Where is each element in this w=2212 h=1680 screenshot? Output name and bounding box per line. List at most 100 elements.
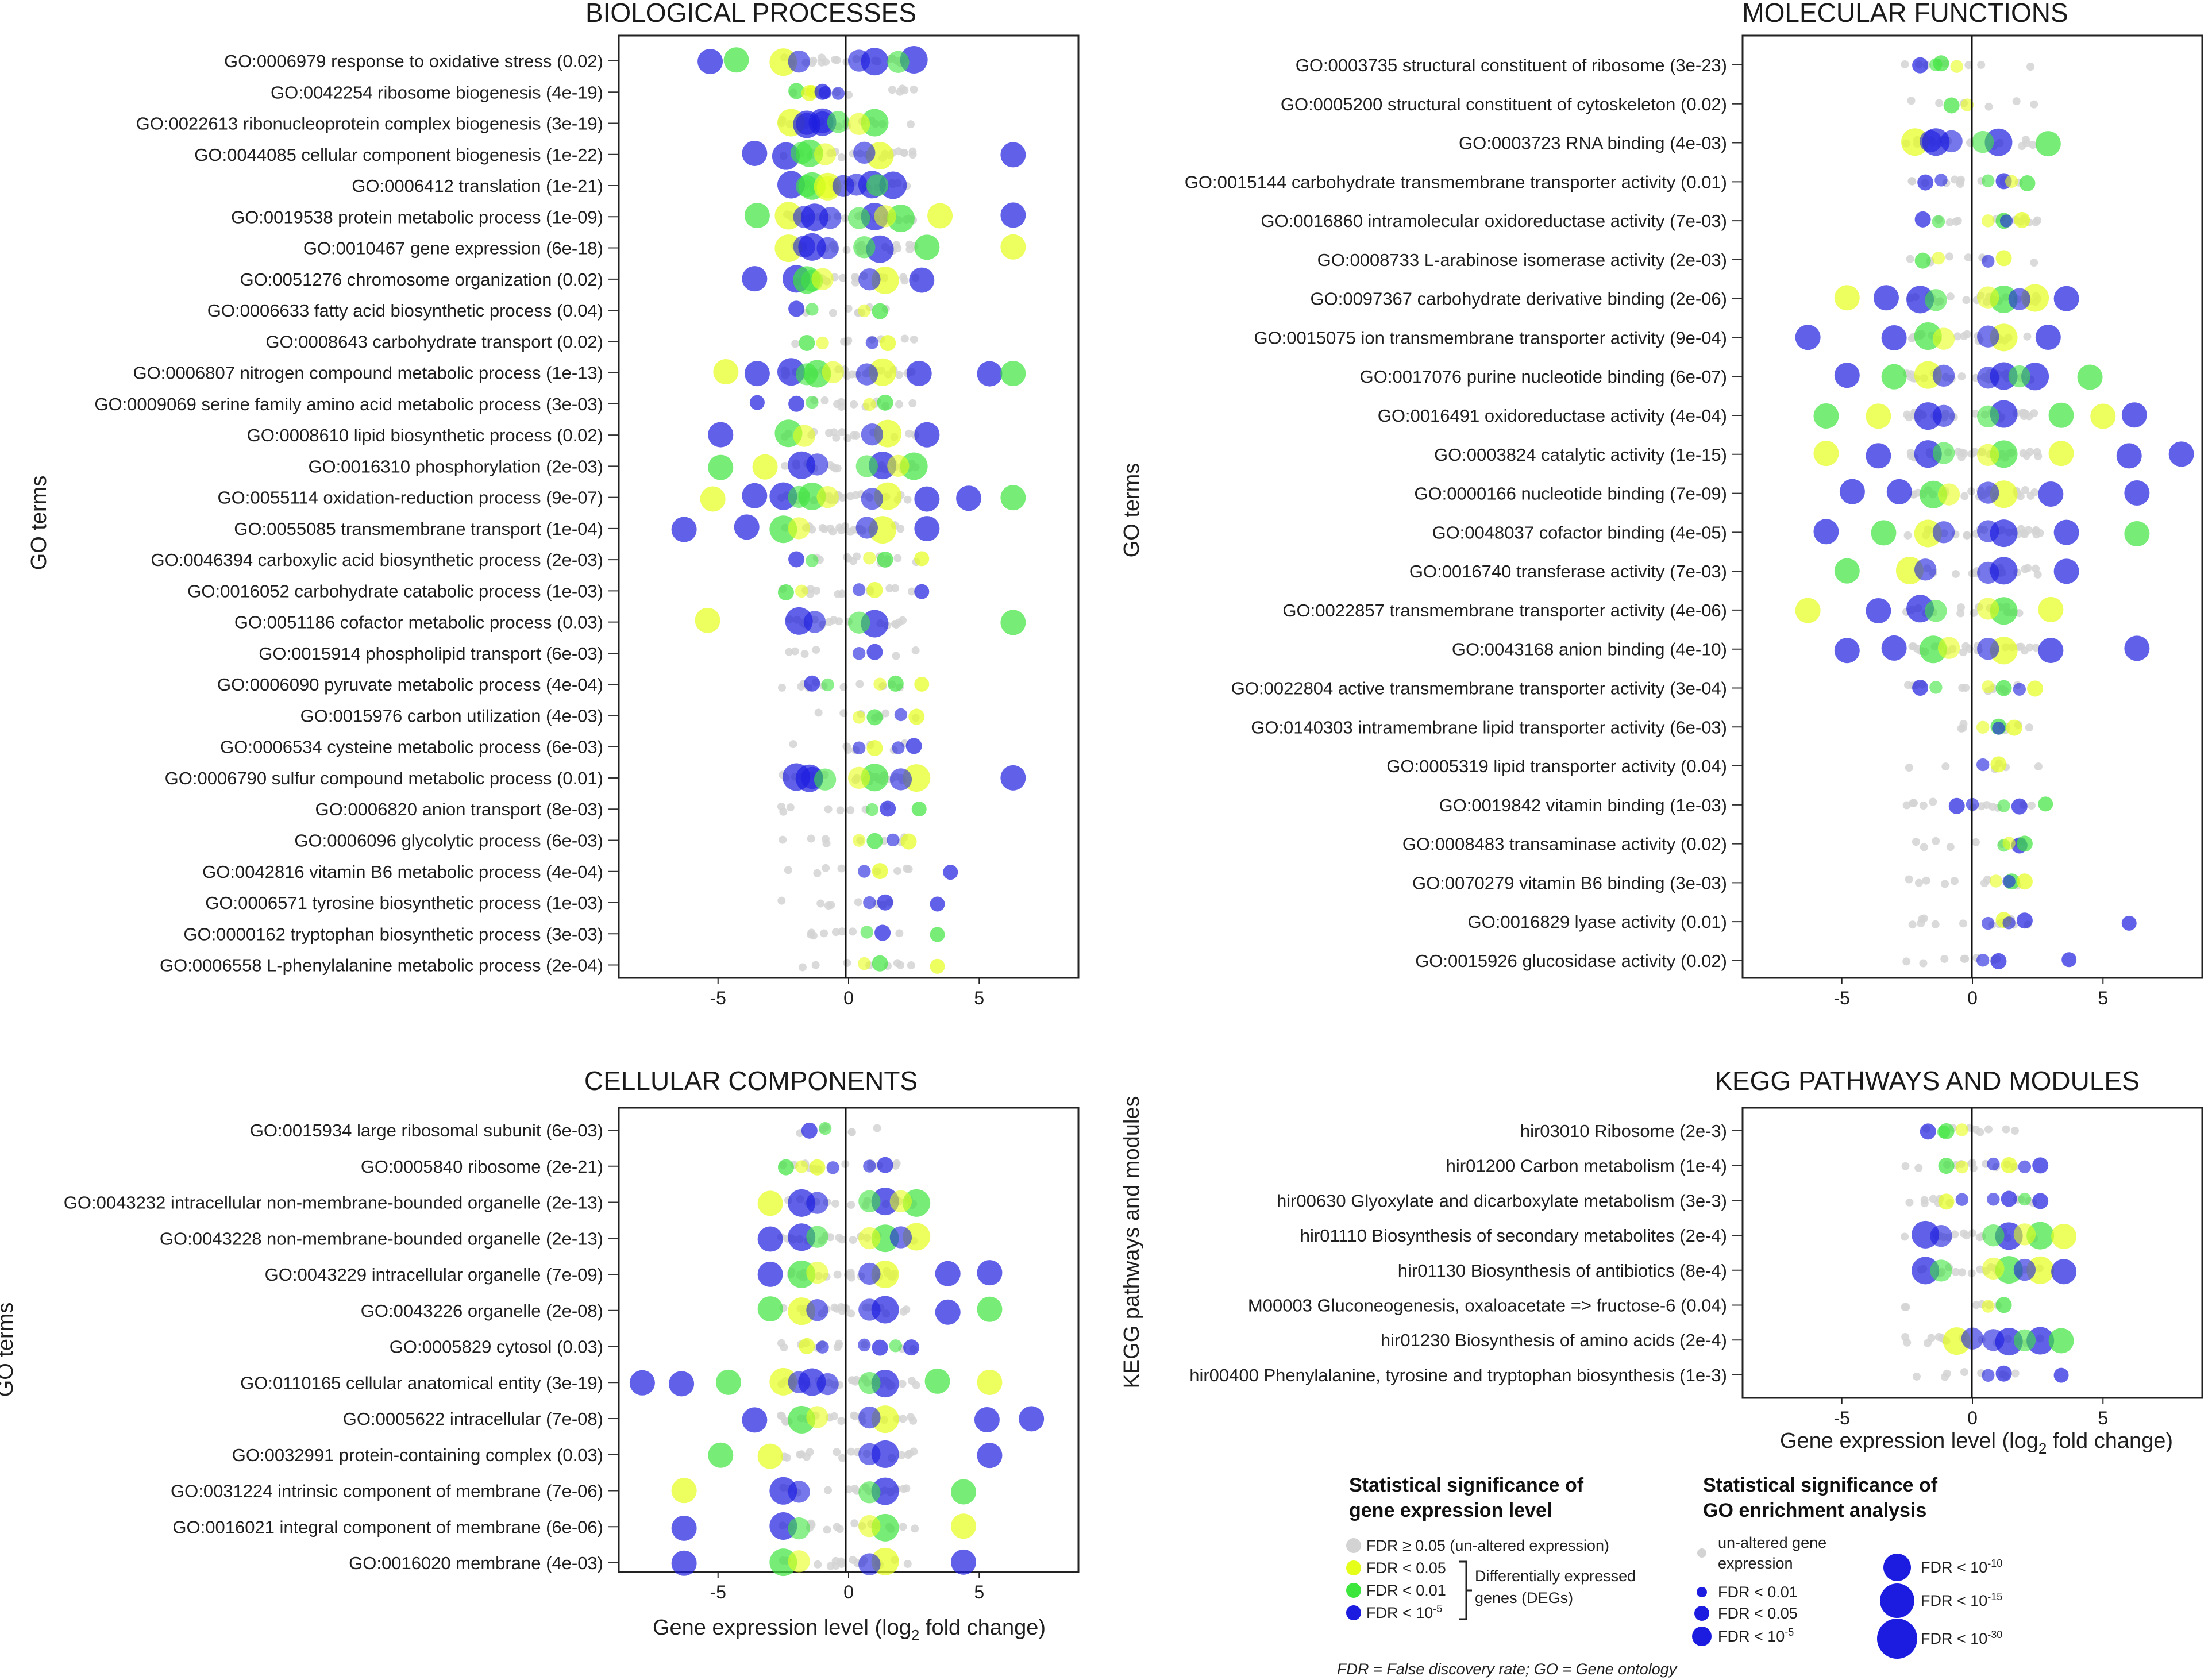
kegg-dot-unaltered — [1901, 1162, 1910, 1170]
cc-dot-deg — [871, 1188, 899, 1216]
cc-dot-unaltered — [797, 1450, 806, 1459]
mf-dot-deg — [2053, 286, 2079, 311]
mf-dot-unaltered — [1964, 253, 1972, 262]
mf-dot-deg — [1982, 174, 1995, 187]
bp-x-tick-label: -5 — [710, 988, 726, 1008]
cc-dot-deg — [757, 1261, 783, 1287]
mf-dots — [1795, 55, 2194, 969]
bp-dot-unaltered — [834, 589, 842, 598]
bp-term-label: GO:0016052 carbohydrate catabolic proces… — [187, 581, 603, 601]
bp-dot-deg — [700, 486, 726, 512]
bp-dot-deg — [909, 267, 935, 293]
mf-dot-unaltered — [1917, 919, 1925, 927]
cc-term-label: GO:0005622 intracellular (7e-08) — [343, 1409, 603, 1429]
mf-dot-unaltered — [1905, 875, 1913, 884]
mf-dot-deg — [1919, 480, 1947, 508]
cc-term-label: GO:0043232 intracellular non-membrane-bo… — [64, 1193, 603, 1213]
kegg-dot-deg — [2013, 1329, 2036, 1351]
mf-dot-deg — [1839, 479, 1865, 504]
kegg-dot-unaltered — [1972, 1125, 1980, 1134]
mf-dot-deg — [2016, 835, 2033, 852]
bp-dot-deg — [847, 611, 870, 634]
mf-dot-unaltered — [1988, 803, 1997, 811]
kegg-dot-deg — [1982, 1329, 2005, 1351]
mf-term-label: GO:0005319 lipid transporter activity (0… — [1386, 756, 1727, 776]
mf-dot-unaltered — [1959, 724, 1967, 733]
bp-dot-deg — [697, 49, 723, 75]
mf-dot-deg — [2014, 211, 2030, 228]
bp-dot-deg — [866, 581, 883, 598]
cc-term-labels: GO:0015934 large ribosomal subunit (6e-0… — [64, 1120, 619, 1573]
mf-term-label: GO:0022857 transmembrane transporter act… — [1282, 600, 1727, 621]
kegg-dot-unaltered — [1923, 1339, 1932, 1347]
cc-dot-deg — [858, 1262, 881, 1285]
bp-dot-unaltered — [835, 617, 843, 626]
bp-dot-deg — [777, 584, 794, 601]
bp-dot-unaltered — [846, 806, 855, 815]
bp-dot-deg — [847, 766, 870, 789]
bp-dot-unaltered — [846, 492, 854, 500]
mf-dot-unaltered — [1912, 838, 1920, 846]
cc-dot-unaltered — [824, 1486, 833, 1494]
bp-dot-deg — [806, 453, 828, 476]
cc-dot-deg — [858, 1227, 881, 1250]
cc-dot-unaltered — [911, 1524, 919, 1533]
cc-dot-unaltered — [835, 1525, 844, 1533]
bp-term-label: GO:0006412 translation (1e-21) — [352, 176, 603, 196]
kegg-dot-unaltered — [1912, 1372, 1921, 1381]
bp-dot-unaltered — [896, 961, 905, 969]
bp-dot-deg — [877, 394, 893, 411]
mf-dot-deg — [2021, 363, 2049, 391]
bp-dot-deg — [863, 896, 876, 910]
cc-term-label: GO:0043228 non-membrane-bounded organell… — [160, 1228, 603, 1249]
cc-dot-unaltered — [849, 1236, 857, 1244]
bp-term-label: GO:0051186 cofactor metabolic process (0… — [234, 612, 603, 633]
bp-dot-unaltered — [845, 90, 853, 99]
mf-dot-unaltered — [1903, 531, 1912, 540]
bp-dot-deg — [852, 711, 866, 724]
mf-dot-deg — [1912, 57, 1929, 74]
mf-dot-deg — [1999, 214, 2013, 228]
mf-dot-unaltered — [1902, 801, 1911, 810]
mf-term-label: GO:0022804 active transmembrane transpor… — [1231, 678, 1727, 698]
bp-dot-deg — [872, 303, 888, 319]
mf-term-label: GO:0003735 structural constituent of rib… — [1296, 55, 1727, 75]
bp-dot-deg — [814, 768, 837, 791]
bp-dot-unaltered — [825, 618, 834, 626]
mf-dot-deg — [2006, 719, 2022, 736]
bp-dot-deg — [788, 83, 805, 99]
bp-dot-deg — [1000, 234, 1026, 260]
bp-dot-deg — [708, 454, 734, 480]
bp-term-label: GO:0006807 nitrogen compound metabolic p… — [133, 363, 603, 383]
mf-dot-deg — [1929, 681, 1943, 694]
bp-dot-deg — [847, 207, 870, 229]
mf-dot-deg — [2002, 916, 2016, 930]
bp-dot-unaltered — [820, 396, 829, 405]
mf-dot-unaltered — [1945, 252, 1953, 261]
mf-dot-unaltered — [1941, 880, 1949, 888]
mf-dot-deg — [1914, 558, 1937, 581]
bp-dot-unaltered — [777, 802, 785, 811]
cc-dot-deg — [757, 1226, 783, 1252]
kegg-title: KEGG PATHWAYS AND MODULES — [1714, 1066, 2140, 1096]
mf-dot-deg — [2008, 365, 2031, 388]
kegg-dot-deg — [2018, 1160, 2032, 1173]
legend-expr-label-1: FDR < 0.05 — [1366, 1559, 1446, 1577]
bp-term-label: GO:0022613 ribonucleoprotein complex bio… — [136, 114, 603, 134]
bp-dot-unaltered — [814, 708, 823, 717]
mf-dot-deg — [1886, 479, 1912, 504]
cc-dot-unaltered — [899, 1523, 907, 1531]
mf-term-labels: GO:0003735 structural constituent of rib… — [1185, 55, 1743, 971]
cc-dot-deg — [951, 1549, 976, 1575]
mf-dot-deg — [1881, 364, 1907, 390]
kegg-dot-deg — [1912, 1257, 1940, 1285]
bp-dot-deg — [914, 234, 940, 260]
kegg-dot-deg — [2018, 1192, 2032, 1206]
kegg-dot-unaltered — [1914, 1163, 1923, 1172]
bp-dot-deg — [806, 554, 819, 567]
cc-dot-deg — [777, 1159, 794, 1176]
mf-dot-deg — [1881, 635, 1907, 661]
bp-dot-unaltered — [807, 834, 815, 843]
legend-dot-gray — [1346, 1538, 1361, 1553]
mf-dot-deg — [2016, 912, 2033, 929]
